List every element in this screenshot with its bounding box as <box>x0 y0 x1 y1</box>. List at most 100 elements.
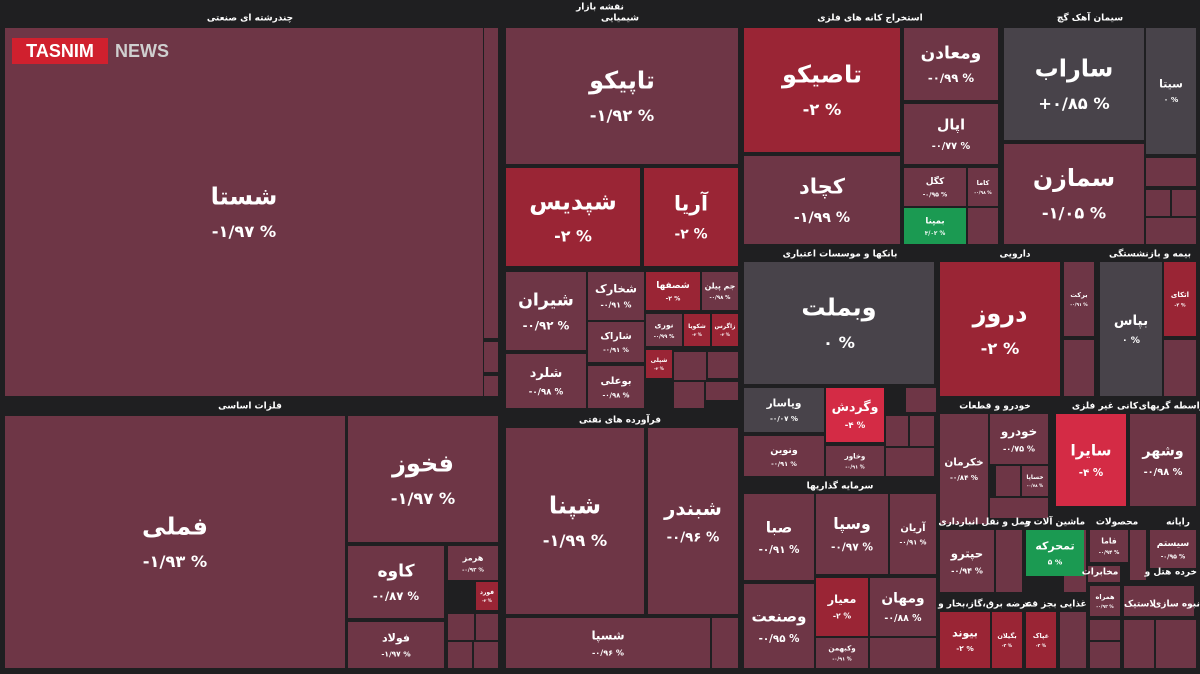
filler-tile <box>712 618 738 668</box>
stock-tile <box>904 208 966 244</box>
stock-change: -۰/۹۵ % <box>923 192 948 199</box>
stock-name: تمحرکه <box>1035 539 1074 552</box>
stock-tile <box>448 546 498 580</box>
stock-name: صبا <box>766 518 793 536</box>
stock-name: حپترو <box>950 546 984 561</box>
stock-tile <box>646 314 682 346</box>
stock-change: -۰/۹۱ % <box>771 460 797 468</box>
filler-tile <box>1090 620 1120 640</box>
filler-tile <box>1146 218 1196 244</box>
filler-tile <box>1130 530 1146 580</box>
stock-tile <box>968 168 998 206</box>
logo-suffix: NEWS <box>115 41 169 61</box>
stock-name: آریان <box>900 521 926 534</box>
stock-tile <box>744 28 900 152</box>
stock-tile <box>588 366 644 408</box>
stock-change: -۲ % <box>654 366 664 371</box>
stock-tile <box>1130 414 1196 506</box>
filler-tile <box>1060 612 1086 668</box>
stock-name: وشهر <box>1141 443 1183 459</box>
stock-name: بپاس <box>1114 313 1148 329</box>
stock-tile <box>940 612 990 668</box>
stock-change: -۰/۹۲ % <box>462 567 484 573</box>
stock-tile <box>1022 466 1048 496</box>
stock-name: تاپیکو <box>588 67 655 95</box>
logo-brand: TASNIM <box>26 41 94 61</box>
stock-change: -۲ % <box>1036 643 1047 649</box>
stock-tile <box>826 388 884 442</box>
stock-change: -۰/۸۴ % <box>950 473 978 482</box>
stock-tile <box>1004 144 1144 244</box>
stock-change: -۰/۹۱ % <box>601 301 632 310</box>
sector-label: خرده <box>1175 568 1197 578</box>
sector-label: هتل و <box>1144 568 1172 578</box>
stock-name: سمازن <box>1033 164 1115 192</box>
stock-tile <box>744 436 824 476</box>
stock-change: -۰/۹۷ % <box>831 541 873 553</box>
stock-change: -۰/۹۸ % <box>603 392 630 400</box>
stock-name: فخوز <box>391 450 454 478</box>
stock-change: -۱/۹۹ % <box>543 531 608 550</box>
stock-name: شلرد <box>530 366 563 381</box>
stock-tile <box>476 582 498 610</box>
filler-tile <box>1088 566 1120 582</box>
stock-name: هرمز <box>462 553 484 563</box>
stock-tile <box>1164 262 1196 336</box>
stock-tile <box>816 578 868 636</box>
stock-tile <box>506 28 738 164</box>
stock-change: -۲ % <box>720 332 730 337</box>
stock-tile <box>992 612 1022 668</box>
stock-tile <box>684 314 710 346</box>
stock-change: ۰ % <box>1164 95 1179 104</box>
stock-tile <box>588 272 644 320</box>
stock-name: وصنعت <box>752 607 807 625</box>
stock-change: -۰/۹۵ % <box>759 633 800 645</box>
filler-tile <box>1146 158 1196 186</box>
stock-name: خساپا <box>1026 474 1043 481</box>
stock-change: -۰/۹۴ % <box>1099 550 1120 556</box>
stock-name: فاما <box>1101 536 1116 545</box>
stock-name: نوری <box>655 320 674 329</box>
stock-tile <box>990 414 1048 464</box>
stock-tile <box>744 584 814 668</box>
stock-name: سیستم <box>1157 539 1190 549</box>
stock-name: ومهان <box>881 591 924 607</box>
stock-tile <box>1146 28 1196 154</box>
stock-name: وخاور <box>844 452 866 461</box>
stock-name: بگیلان <box>997 632 1016 640</box>
stock-change: ۰ % <box>1122 335 1140 346</box>
sector-label: حمل و نقل انبارداری <box>938 518 1031 528</box>
filler-tile <box>706 382 738 400</box>
map-title: نقشه بازار <box>575 3 624 13</box>
stock-name: ساراب <box>1035 55 1114 83</box>
sector-label: عرضه برق،گاز،بخار و <box>937 598 1032 610</box>
filler-tile <box>484 342 498 372</box>
stock-name: سایرا <box>1071 441 1112 459</box>
stock-change: -۲ % <box>554 226 592 245</box>
stock-tile <box>646 350 672 378</box>
stock-tile <box>816 494 888 574</box>
stock-tile <box>904 28 998 100</box>
sector-label: چندرشته ای صنعتی <box>207 14 293 24</box>
stock-name: کچاد <box>799 174 846 198</box>
stock-change: -۲ % <box>833 612 852 621</box>
stock-name: شپدیس <box>529 189 617 216</box>
stock-name: فولاد <box>382 631 410 644</box>
stock-change: -۱/۰۵ % <box>1042 204 1106 223</box>
stock-change: -۲ % <box>1174 302 1185 308</box>
stock-name: وپاسار <box>766 398 802 410</box>
sector-label: مخابرات <box>1082 568 1119 578</box>
stock-change: -۰/۹۸ % <box>974 190 992 196</box>
stock-tile <box>506 618 710 668</box>
filler-tile <box>674 382 704 408</box>
stock-name: ونوین <box>770 445 798 456</box>
filler-tile <box>484 376 498 396</box>
filler-tile <box>1090 642 1120 668</box>
stock-name: سیتا <box>1159 77 1183 90</box>
stock-tile <box>506 428 644 614</box>
stock-name: شصفها <box>656 281 690 291</box>
stock-tile <box>816 638 868 668</box>
stock-tile <box>1090 530 1128 562</box>
filler-tile <box>1064 340 1094 396</box>
stock-tile <box>1100 262 1162 396</box>
